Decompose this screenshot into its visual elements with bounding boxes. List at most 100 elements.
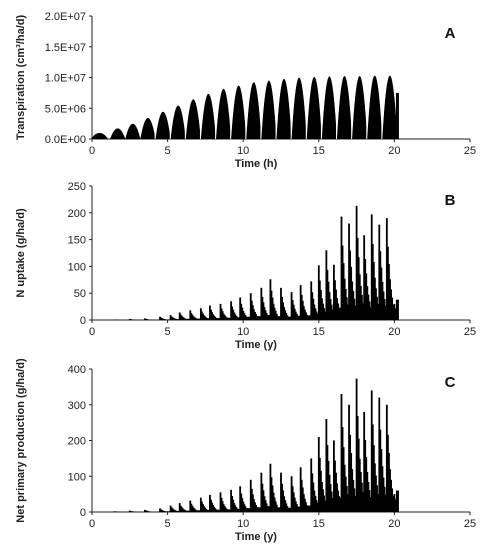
data-spike-mark bbox=[180, 507, 183, 512]
baseline-fill-mark bbox=[345, 308, 354, 320]
data-spike-mark bbox=[357, 257, 360, 320]
data-spike-mark bbox=[359, 471, 362, 512]
x-tick-label: 10 bbox=[237, 518, 249, 530]
data-spike-mark bbox=[318, 280, 321, 320]
data-spike-mark bbox=[203, 506, 205, 512]
data-spike-mark bbox=[162, 510, 165, 512]
data-spike-mark bbox=[291, 486, 294, 512]
data-spike-mark bbox=[129, 319, 132, 320]
data-spike-mark bbox=[341, 427, 344, 512]
x-tick-label: 15 bbox=[313, 145, 325, 157]
data-spike-mark bbox=[172, 509, 175, 512]
baseline-fill-mark bbox=[322, 311, 331, 320]
transpiration-cycle-mark bbox=[291, 78, 307, 140]
baseline-fill-mark bbox=[186, 318, 195, 320]
data-spike-mark bbox=[251, 494, 254, 512]
data-spike-mark bbox=[169, 505, 172, 512]
data-spike-mark bbox=[183, 317, 185, 320]
data-spike-mark bbox=[219, 303, 222, 320]
baseline-fill-mark bbox=[330, 503, 339, 512]
baseline-fill-mark bbox=[175, 510, 185, 512]
data-spike-mark bbox=[317, 265, 320, 320]
y-tick-label: 0 bbox=[80, 315, 86, 327]
data-spike-mark bbox=[303, 309, 306, 320]
x-tick-label: 25 bbox=[464, 326, 476, 338]
data-spike-mark bbox=[343, 278, 346, 320]
data-spike-mark bbox=[264, 310, 267, 320]
data-spike-mark bbox=[363, 235, 366, 320]
x-tick-label: 25 bbox=[464, 518, 476, 530]
data-spike-mark bbox=[373, 277, 376, 320]
data-spike-mark bbox=[312, 298, 315, 320]
data-spike-mark bbox=[286, 506, 289, 512]
data-spike-mark bbox=[224, 507, 227, 512]
data-spike-mark bbox=[328, 292, 331, 320]
data-spike-mark bbox=[129, 510, 132, 512]
data-spike-mark bbox=[343, 464, 346, 512]
baseline-fill-mark bbox=[206, 318, 215, 320]
data-spike-mark bbox=[190, 503, 193, 512]
transpiration-cycle-mark bbox=[306, 76, 322, 140]
data-spike-mark bbox=[281, 296, 283, 320]
data-spike-mark bbox=[244, 315, 247, 320]
data-spike-mark bbox=[164, 511, 167, 512]
data-spike-mark bbox=[113, 511, 116, 512]
y-tick-label: 1.5E+07 bbox=[45, 42, 86, 54]
data-spike-mark bbox=[299, 467, 302, 512]
y-tick-label: 100 bbox=[68, 261, 86, 273]
x-tick-label: 15 bbox=[313, 518, 325, 530]
x-tick-label: 20 bbox=[388, 145, 400, 157]
panel-a-transpiration-chart: 0.0E+00 5.0E+06 1.0E+07 1.5E+07 2.0E+07 0 5 10… bbox=[15, 11, 476, 170]
baseline-fill-mark bbox=[390, 318, 399, 320]
data-spike-mark bbox=[305, 502, 307, 512]
data-spike-mark bbox=[114, 511, 117, 512]
data-spike-mark bbox=[253, 499, 255, 512]
data-spike-mark bbox=[330, 491, 333, 512]
data-spike-mark bbox=[325, 419, 328, 512]
baseline-fill-mark bbox=[236, 317, 245, 320]
data-spike-mark bbox=[388, 453, 390, 512]
data-spike-mark bbox=[221, 311, 224, 320]
data-spike-mark bbox=[254, 311, 256, 320]
baseline-fill-mark bbox=[246, 508, 256, 512]
data-spike-mark bbox=[352, 479, 355, 512]
panel-b-letter: B bbox=[445, 192, 456, 209]
data-spike-mark bbox=[243, 504, 246, 512]
data-spike-mark bbox=[160, 509, 162, 512]
data-spike-mark bbox=[348, 404, 350, 512]
data-spike-mark bbox=[191, 505, 194, 512]
data-spike-mark bbox=[159, 508, 161, 512]
data-spike-mark bbox=[300, 479, 303, 512]
data-spike-mark bbox=[233, 503, 236, 512]
data-spike-mark bbox=[256, 507, 259, 512]
data-spike-mark bbox=[179, 314, 182, 320]
data-spike-mark bbox=[128, 318, 131, 320]
data-spike-mark bbox=[224, 316, 227, 320]
y-tick-label: 300 bbox=[68, 400, 86, 412]
data-spike-mark bbox=[171, 508, 174, 512]
panel-c-x-ticks: 0 5 10 15 20 25 bbox=[89, 512, 476, 530]
data-spike-mark bbox=[261, 296, 264, 320]
data-spike-mark bbox=[240, 493, 243, 512]
data-spike-mark bbox=[310, 281, 313, 320]
panel-c-y-axis-label: Net primary production (g/ha/d) bbox=[15, 358, 27, 523]
data-spike-mark bbox=[203, 315, 205, 320]
data-spike-mark bbox=[249, 293, 252, 320]
data-spike-mark bbox=[312, 482, 315, 512]
data-spike-mark bbox=[245, 316, 248, 320]
data-spike-mark bbox=[202, 504, 204, 512]
data-spike-mark bbox=[132, 511, 134, 512]
data-spike-mark bbox=[363, 411, 366, 512]
transpiration-cycle-mark bbox=[90, 132, 109, 140]
baseline-fill-mark bbox=[206, 509, 215, 512]
data-spike-mark bbox=[281, 483, 283, 512]
panel-b-x-ticks: 0 5 10 15 20 25 bbox=[89, 320, 476, 338]
data-spike-mark bbox=[241, 307, 244, 320]
y-tick-label: 400 bbox=[68, 364, 86, 376]
data-spike-mark bbox=[326, 269, 329, 320]
data-spike-mark bbox=[306, 505, 308, 512]
data-spike-mark bbox=[179, 505, 182, 512]
data-spike-mark bbox=[392, 304, 395, 320]
data-spike-mark bbox=[234, 314, 237, 320]
data-spike-mark bbox=[254, 502, 256, 512]
